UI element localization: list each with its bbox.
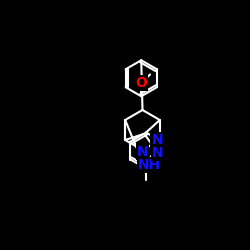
Text: N: N — [152, 146, 164, 160]
Text: NH: NH — [138, 158, 161, 172]
Text: N: N — [152, 133, 163, 147]
Text: O: O — [135, 76, 147, 90]
Text: N: N — [137, 145, 148, 159]
